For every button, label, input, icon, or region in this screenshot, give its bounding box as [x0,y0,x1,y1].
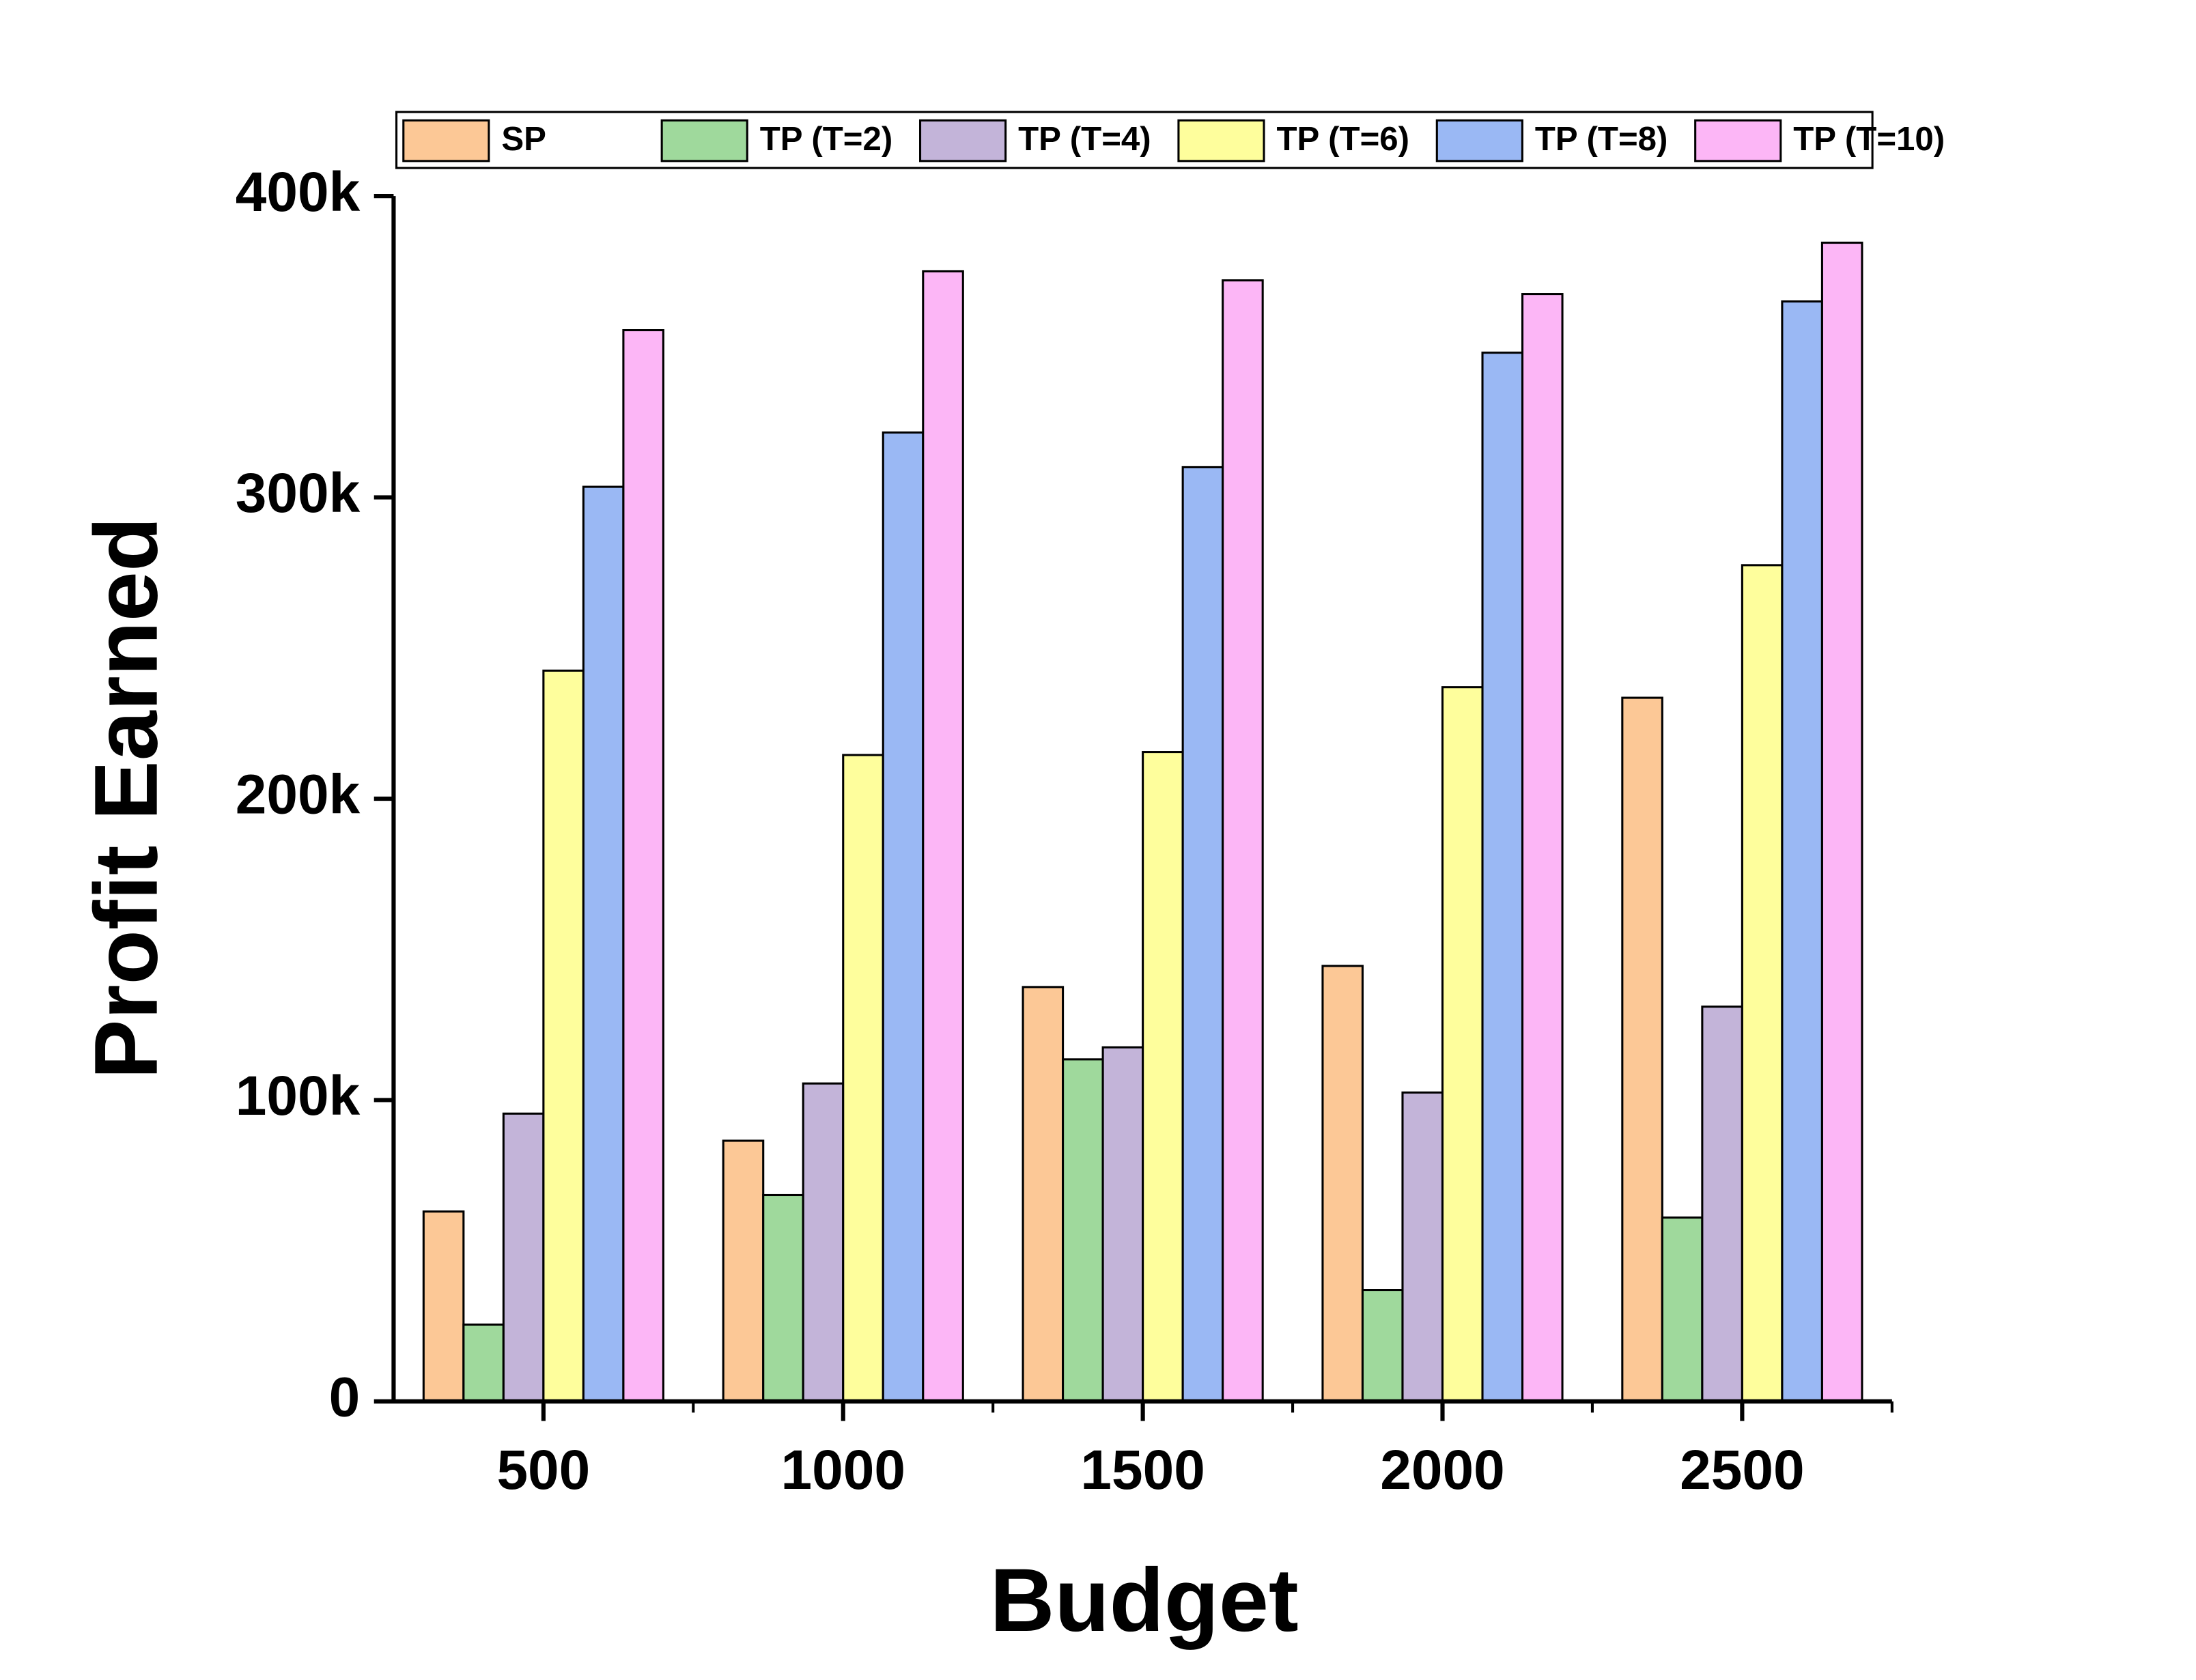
y-tick-label: 0 [329,1367,361,1429]
x-tick-label: 1500 [1080,1439,1205,1501]
bar [1401,1091,1444,1403]
x-tick-label: 1000 [781,1439,905,1501]
bar [1181,466,1224,1403]
bar [1820,242,1863,1403]
bar [1621,696,1663,1403]
x-axis-title: Budget [990,1550,1299,1650]
legend-label: TP (T=2) [760,120,893,158]
x-tick-label: 500 [496,1439,590,1501]
y-axis-title: Profit Earned [76,517,176,1079]
legend-label: SP [501,120,546,158]
bar [1781,300,1823,1403]
bar [1481,352,1524,1403]
bar [1062,1058,1104,1403]
bar [762,1193,804,1403]
bar [1142,751,1184,1403]
bar [502,1112,545,1403]
bar [842,754,884,1403]
bar [1321,965,1364,1403]
legend-swatch [660,119,748,162]
legend-swatch [1435,119,1523,162]
bar [722,1139,765,1403]
bar [622,329,664,1403]
y-tick-label: 100k [236,1065,361,1127]
bar [1521,293,1564,1403]
bar [462,1323,505,1403]
x-tick-label: 2500 [1680,1439,1804,1501]
y-tick-label: 200k [236,764,361,826]
x-tick-label: 2000 [1380,1439,1504,1501]
bar [1022,986,1065,1403]
bar [882,431,925,1403]
bar [1441,686,1484,1403]
y-tick-label: 400k [236,161,361,223]
bar [802,1082,845,1403]
legend-swatch [402,119,490,162]
bar [1101,1046,1144,1403]
bar [582,485,625,1403]
legend-label: TP (T=8) [1535,120,1668,158]
bar [1661,1216,1704,1403]
legend-swatch [919,119,1007,162]
legend-box [395,111,1874,169]
bar [1701,1006,1743,1403]
legend-label: TP (T=4) [1018,120,1151,158]
bar [422,1210,465,1403]
bar [542,669,585,1403]
bar [922,270,964,1403]
bar [1741,564,1784,1403]
legend-swatch [1694,119,1782,162]
legend-label: TP (T=10) [1793,120,1945,158]
legend-swatch [1177,119,1265,162]
bar [1222,279,1264,1403]
bar [1361,1289,1404,1403]
legend-label: TP (T=6) [1276,120,1409,158]
y-tick-label: 300k [236,462,361,524]
